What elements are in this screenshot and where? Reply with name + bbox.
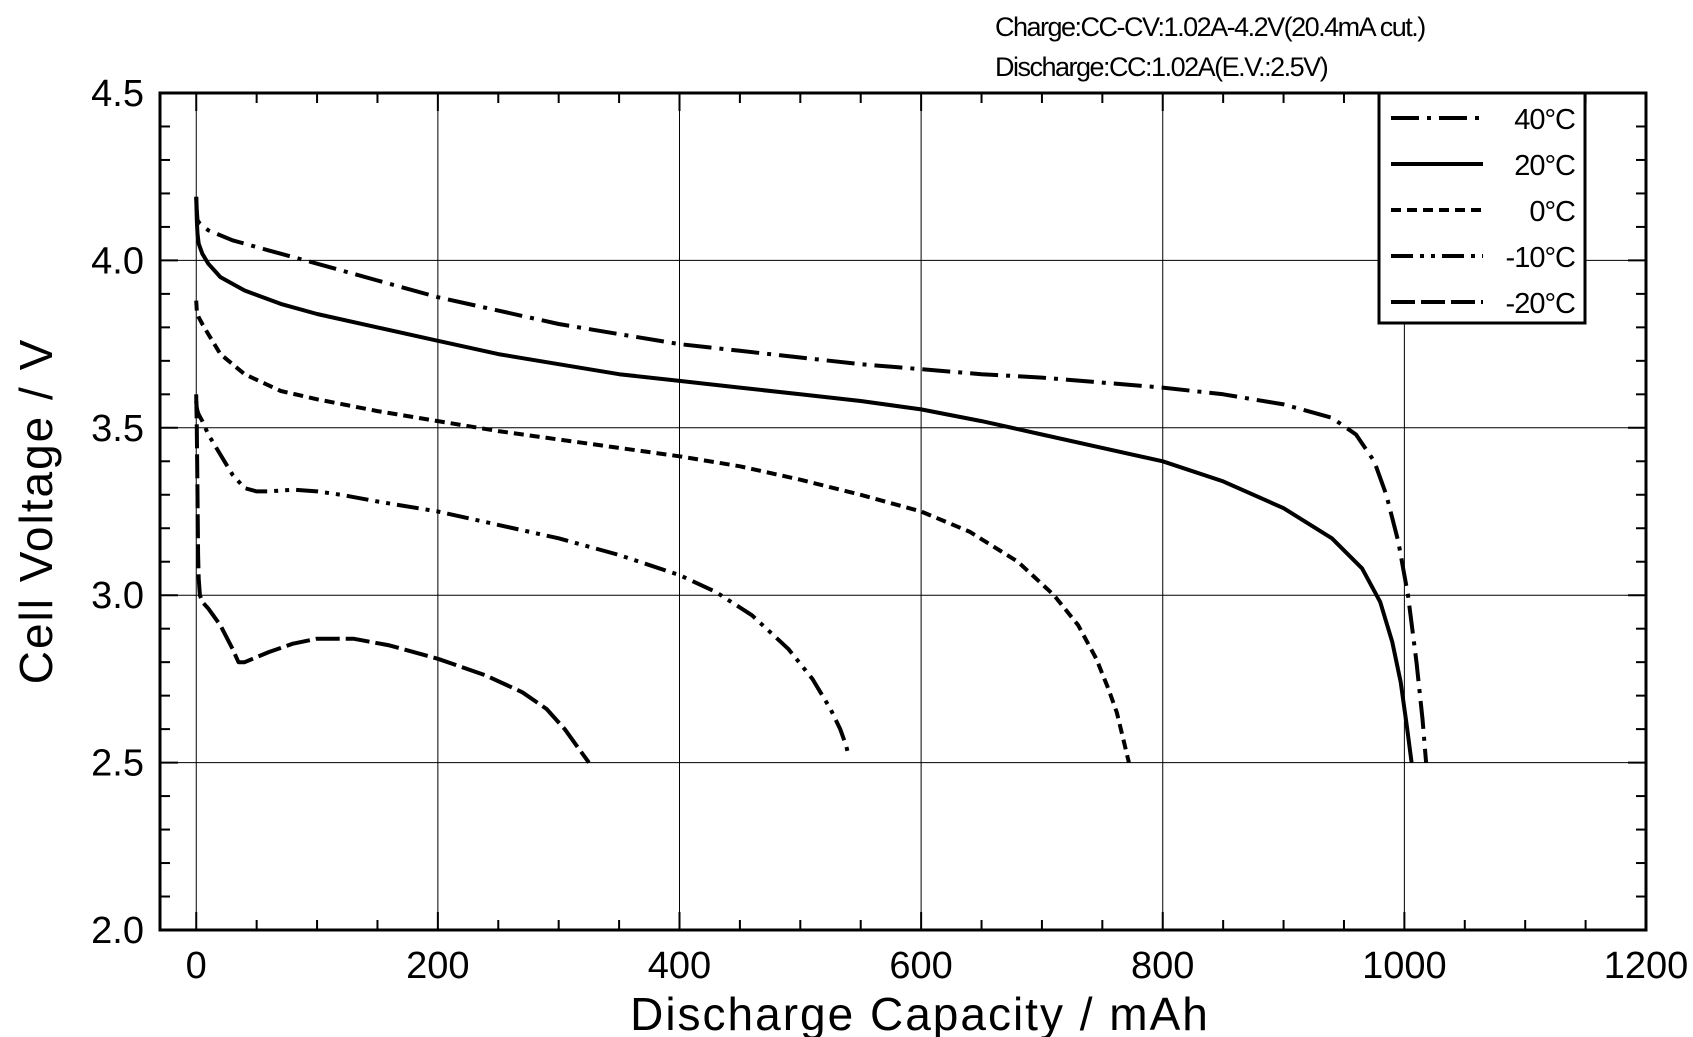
series-line — [194, 400, 851, 757]
y-tick-label: 2.5 — [91, 743, 144, 785]
x-tick-label: 800 — [1131, 945, 1194, 987]
legend-label: 0°C — [1529, 196, 1575, 228]
legend-label: 40°C — [1514, 104, 1575, 136]
x-tick-label: 0 — [186, 945, 207, 987]
y-tick-label: 4.0 — [91, 240, 144, 282]
legend-label: -20°C — [1506, 288, 1576, 320]
x-tick-label: 1200 — [1604, 945, 1689, 987]
test-conditions: Charge:CC-CV:1.02A-4.2V(20.4mA cut.) Dis… — [995, 12, 1427, 82]
x-tick-label: 200 — [406, 945, 469, 987]
x-tick-label: 1000 — [1362, 945, 1447, 987]
series-line — [194, 196, 1429, 763]
legend-label: 20°C — [1514, 150, 1575, 182]
discharge-condition-text: Discharge:CC:1.02A(E.V.:2.5V) — [995, 52, 1328, 82]
legend: 40°C 20°C 0°C -10°C -20°C — [1377, 91, 1587, 325]
tick-labels: 0 200 400 600 800 1000 1200 2.0 2.5 3.0 3.5 4.0 4.5 — [91, 73, 1688, 987]
y-tick-label: 3.5 — [91, 408, 144, 450]
plot-frame — [158, 91, 1648, 932]
series-line — [194, 300, 1131, 764]
y-tick-label: 3.0 — [91, 575, 144, 617]
x-tick-label: 600 — [889, 945, 952, 987]
series-lines — [194, 196, 1429, 764]
series-line — [194, 196, 1414, 763]
x-axis-title: Discharge Capacity / mAh — [630, 988, 1210, 1037]
series-line — [194, 394, 591, 764]
y-tick-label: 4.5 — [91, 73, 144, 115]
x-tick-label: 400 — [648, 945, 711, 987]
y-tick-label: 2.0 — [91, 910, 144, 952]
charge-condition-text: Charge:CC-CV:1.02A-4.2V(20.4mA cut.) — [995, 12, 1425, 42]
legend-label: -10°C — [1506, 242, 1576, 274]
y-axis-title: Cell Voltage / V — [10, 338, 62, 685]
